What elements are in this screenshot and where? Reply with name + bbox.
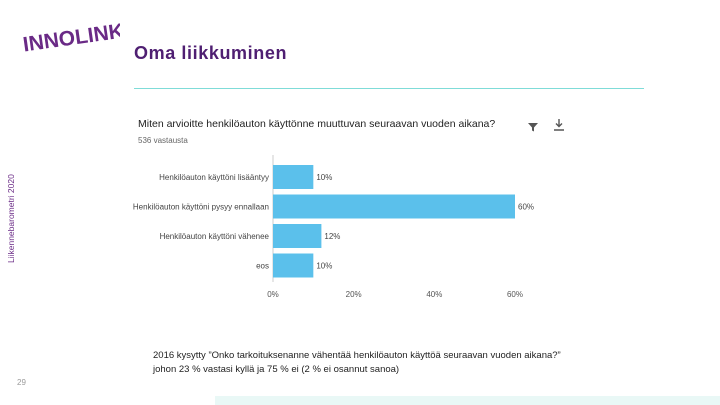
response-count: 536 vastausta	[138, 136, 188, 145]
footnote-line-1: 2016 kysytty ”Onko tarkoituksenanne vähe…	[153, 350, 561, 361]
footnote-line-2: johon 23 % vastasi kyllä ja 75 % ei (2 %…	[153, 364, 400, 375]
x-tick-label: 60%	[507, 290, 523, 299]
footnote: 2016 kysytty ”Onko tarkoituksenanne vähe…	[153, 349, 633, 377]
page-title: Oma liikkuminen	[134, 43, 288, 63]
innolink-logo: INNOLINK	[20, 14, 120, 54]
x-tick-label: 40%	[426, 290, 442, 299]
side-label: Liikennebarometri 2020	[6, 174, 16, 263]
filter-icon[interactable]	[528, 119, 538, 132]
data-label: 10%	[316, 173, 332, 182]
chart-panel: Miten arvioitte henkilöauton käyttönne m…	[128, 110, 578, 305]
chart-question: Miten arvioitte henkilöauton käyttönne m…	[138, 118, 496, 130]
category-label: Henkilöauton käyttöni vähenee	[160, 232, 270, 241]
title-divider	[134, 88, 644, 89]
bar	[273, 165, 314, 189]
page-number: 29	[17, 378, 26, 387]
bar	[273, 224, 322, 248]
bar	[273, 253, 314, 278]
download-icon[interactable]	[554, 118, 564, 131]
category-label: Henkilöauton käyttöni lisääntyy	[159, 173, 269, 182]
footer-band	[215, 396, 720, 405]
category-label: Henkilöauton käyttöni pysyy ennallaan	[133, 203, 269, 212]
data-label: 12%	[324, 232, 340, 241]
bar	[273, 194, 515, 219]
logo-text: INNOLINK	[21, 20, 120, 54]
data-label: 10%	[316, 262, 332, 271]
bar-chart: Henkilöauton käyttöni lisääntyy 10% Henkil…	[133, 155, 534, 299]
x-tick-label: 0%	[267, 290, 279, 299]
category-label: eos	[256, 262, 269, 271]
x-tick-label: 20%	[346, 290, 362, 299]
data-label: 60%	[518, 203, 534, 212]
